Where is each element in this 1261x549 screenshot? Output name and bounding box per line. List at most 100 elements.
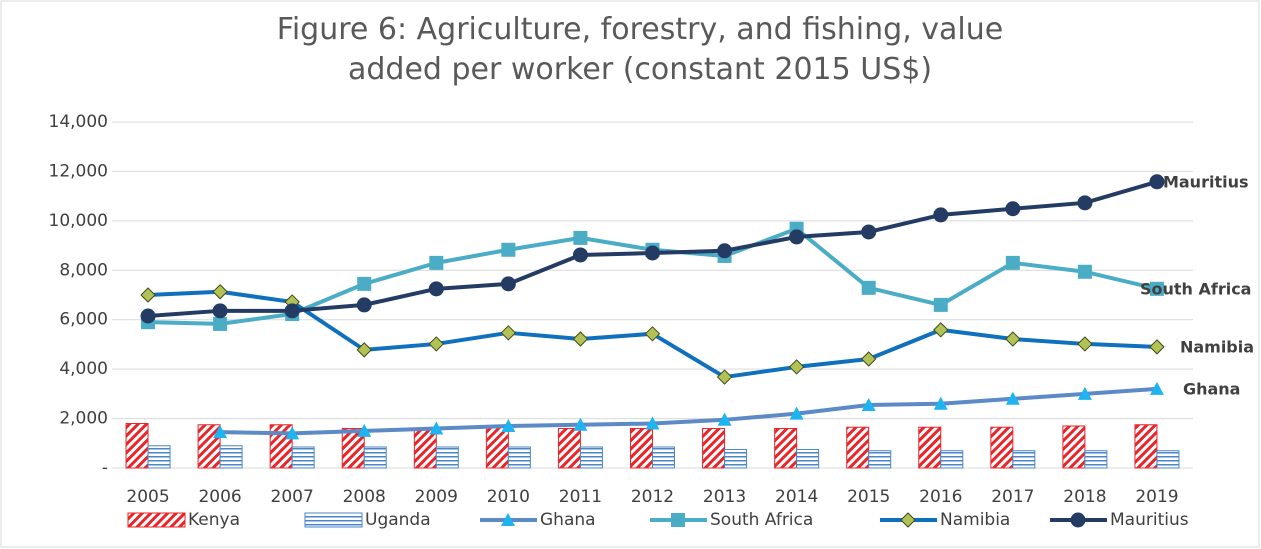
legend-label: Ghana xyxy=(540,510,596,530)
y-tick-label: 10,000 xyxy=(49,211,108,231)
marker xyxy=(285,426,300,440)
marker xyxy=(645,245,660,261)
x-tick-label: 2018 xyxy=(1063,487,1106,507)
marker xyxy=(572,331,589,347)
marker xyxy=(429,255,444,270)
y-tick-label: 14,000 xyxy=(49,112,108,132)
marker xyxy=(1149,381,1164,395)
marker xyxy=(1005,255,1020,270)
legend-item: Mauritius xyxy=(1050,510,1189,530)
y-tick-label: 6,000 xyxy=(59,310,108,330)
x-tick-label: 2007 xyxy=(271,487,314,507)
bar xyxy=(1062,425,1086,469)
bar xyxy=(579,446,603,469)
bar xyxy=(435,446,459,469)
bar xyxy=(846,426,870,469)
marker xyxy=(1005,331,1021,347)
legend-label: Mauritius xyxy=(1110,510,1189,530)
marker xyxy=(861,397,876,411)
x-tick-label: 2015 xyxy=(847,487,890,507)
bar xyxy=(219,445,243,469)
marker xyxy=(1077,386,1092,400)
marker xyxy=(1077,336,1093,352)
x-tick-label: 2006 xyxy=(198,487,241,507)
marker xyxy=(671,513,685,527)
marker xyxy=(1149,174,1165,190)
bar xyxy=(363,446,387,469)
marker xyxy=(1005,201,1021,217)
bar xyxy=(485,426,509,469)
x-tick-label: 2017 xyxy=(991,487,1034,507)
legend-label: South Africa xyxy=(710,510,813,530)
legend-label: Uganda xyxy=(365,510,431,530)
marker xyxy=(501,418,516,432)
bar xyxy=(630,427,653,469)
marker xyxy=(789,406,804,420)
bar xyxy=(918,426,942,469)
end-label: Mauritius xyxy=(1163,172,1249,191)
legend-item: Ghana xyxy=(480,510,596,530)
x-tick-label: 2014 xyxy=(775,487,818,507)
legend-item: Kenya xyxy=(127,510,240,530)
y-tick-label: - xyxy=(102,458,108,478)
marker xyxy=(213,425,228,439)
bar xyxy=(940,450,964,469)
bar xyxy=(147,445,171,469)
y-tick-label: 8,000 xyxy=(59,260,108,280)
x-tick-label: 2009 xyxy=(415,487,458,507)
legend-item: Uganda xyxy=(304,510,431,530)
x-tick-label: 2012 xyxy=(631,487,674,507)
bar xyxy=(1156,450,1180,469)
x-tick-label: 2019 xyxy=(1135,487,1178,507)
bar xyxy=(269,424,293,469)
marker xyxy=(428,336,445,352)
marker xyxy=(500,325,517,341)
x-tick-label: 2016 xyxy=(919,487,962,507)
marker xyxy=(1077,264,1092,279)
marker xyxy=(788,359,805,375)
marker xyxy=(573,417,588,431)
marker xyxy=(933,322,949,338)
bar xyxy=(557,427,581,469)
marker xyxy=(356,342,372,358)
x-tick-label: 2011 xyxy=(559,487,602,507)
marker xyxy=(789,229,805,245)
y-tick-label: 4,000 xyxy=(59,359,108,379)
marker xyxy=(717,412,732,426)
marker xyxy=(644,326,661,342)
legend-item: Namibia xyxy=(880,510,1010,530)
bar xyxy=(1012,450,1036,469)
end-label: South Africa xyxy=(1140,279,1252,298)
marker xyxy=(933,207,949,223)
marker xyxy=(900,512,916,528)
marker xyxy=(1070,512,1086,528)
marker xyxy=(645,416,660,430)
bar xyxy=(724,448,748,469)
marker xyxy=(356,297,372,313)
marker xyxy=(933,297,948,312)
marker xyxy=(501,513,515,526)
marker xyxy=(284,303,300,319)
marker xyxy=(572,247,588,263)
marker xyxy=(1077,195,1093,211)
marker xyxy=(501,242,516,257)
x-tick-label: 2008 xyxy=(343,487,386,507)
bar xyxy=(990,426,1014,469)
marker xyxy=(357,423,372,437)
bar xyxy=(197,424,221,469)
legend-label: Kenya xyxy=(188,510,240,530)
legend-label: Namibia xyxy=(940,510,1010,530)
marker xyxy=(212,284,228,300)
marker xyxy=(357,276,372,291)
x-tick-label: 2005 xyxy=(126,487,169,507)
legend-item: South Africa xyxy=(650,510,813,530)
marker xyxy=(716,369,733,385)
y-tick-label: 2,000 xyxy=(59,409,108,429)
marker xyxy=(500,276,516,292)
legend-swatch xyxy=(127,512,186,528)
bar xyxy=(796,448,820,469)
marker xyxy=(140,308,156,324)
bar xyxy=(702,427,726,469)
